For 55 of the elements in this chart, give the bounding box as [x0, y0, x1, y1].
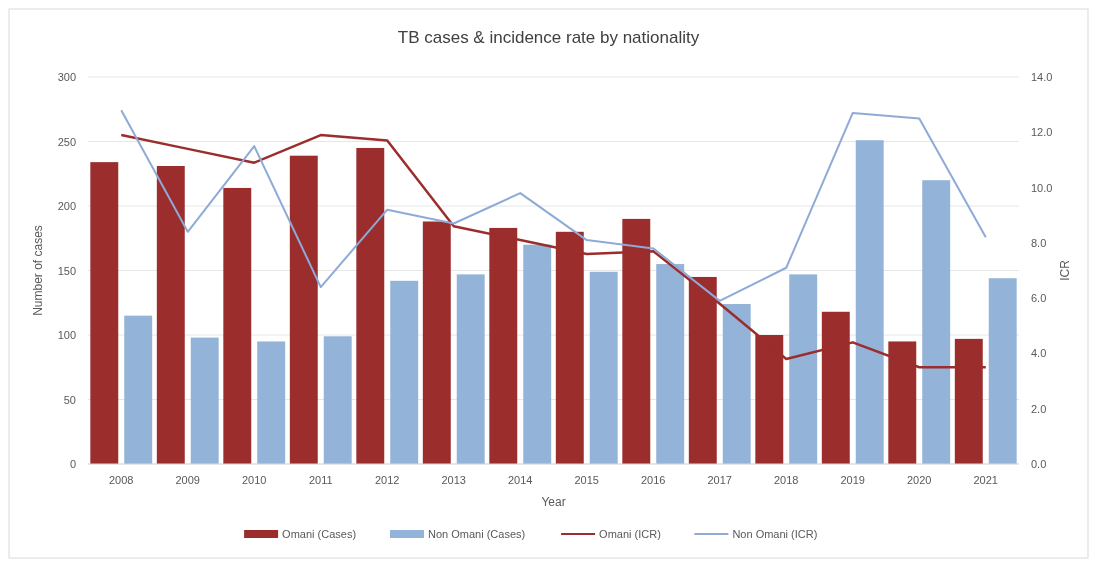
x-tick-label: 2011 [308, 474, 333, 486]
y-tick-label: 250 [57, 135, 76, 148]
y2-tick-label: 2.0 [1031, 402, 1047, 415]
y-tick-label: 50 [63, 393, 76, 406]
x-tick-label: 2012 [375, 474, 400, 486]
bar [289, 155, 318, 464]
y2-tick-label: 0.0 [1031, 458, 1047, 470]
y2-tick-label: 8.0 [1031, 236, 1047, 249]
legend-label: Omani (ICR) [599, 528, 661, 540]
bar [523, 244, 552, 464]
y-tick-label: 300 [57, 71, 76, 83]
y2-tick-label: 10.0 [1031, 181, 1053, 194]
y-tick-label: 200 [57, 200, 76, 212]
bar [456, 274, 485, 464]
y2-tick-label: 4.0 [1031, 347, 1047, 360]
x-tick-label: 2009 [175, 474, 200, 486]
bar [722, 304, 751, 464]
y-tick-label: 100 [57, 329, 76, 341]
bar [390, 280, 419, 464]
x-tick-label: 2019 [840, 474, 865, 486]
bar [922, 180, 951, 464]
y2-axis-title: ICR [1058, 259, 1072, 281]
bar [190, 337, 219, 464]
legend-label: Non Omani (ICR) [732, 528, 818, 540]
x-tick-label: 2015 [574, 474, 599, 486]
x-tick-label: 2013 [441, 474, 466, 486]
y2-tick-label: 6.0 [1031, 292, 1047, 305]
y2-tick-label: 12.0 [1031, 126, 1053, 139]
bar [789, 274, 818, 464]
x-tick-label: 2014 [508, 474, 533, 486]
x-tick-label: 2016 [641, 474, 666, 486]
bar [223, 187, 252, 464]
x-tick-label: 2010 [242, 474, 267, 486]
bar [257, 341, 286, 464]
y2-tick-label: 14.0 [1031, 71, 1053, 83]
x-tick-label: 2017 [707, 474, 732, 486]
bar [356, 147, 385, 464]
y-tick-label: 0 [69, 458, 76, 470]
bar [855, 140, 884, 464]
y-axis-title: Number of cases [31, 225, 45, 316]
x-tick-label: 2020 [907, 474, 932, 486]
x-tick-label: 2008 [109, 474, 134, 486]
bar [988, 278, 1017, 464]
bar [124, 315, 153, 464]
x-axis-title: Year [541, 495, 566, 509]
bar [156, 166, 185, 464]
x-tick-label: 2021 [973, 474, 998, 486]
bar [589, 271, 618, 464]
bar [323, 336, 352, 464]
chart-title: TB cases & incidence rate by nationality [397, 28, 700, 47]
y-tick-label: 150 [57, 264, 76, 277]
x-tick-label: 2018 [774, 474, 799, 486]
legend-label: Non Omani (Cases) [428, 528, 526, 540]
legend-label: Omani (Cases) [282, 528, 357, 540]
bar [90, 162, 119, 464]
